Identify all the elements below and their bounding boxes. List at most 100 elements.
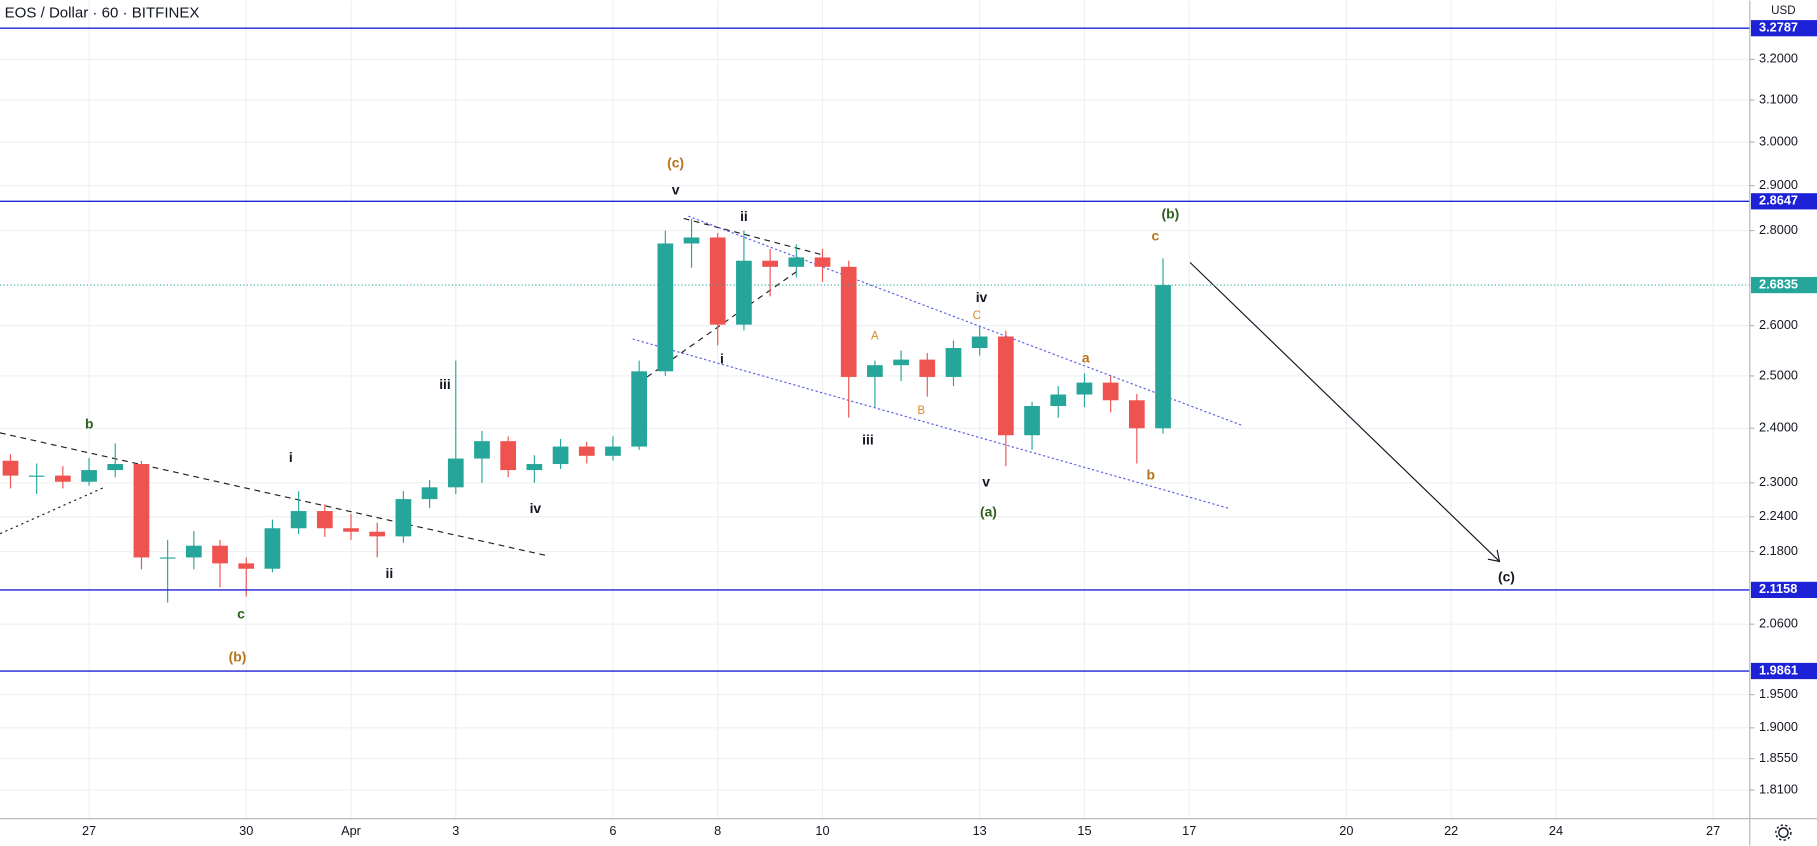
candle-body [474,441,490,459]
candle-body [159,557,176,559]
candle-body [1155,285,1171,429]
candle-body [657,243,674,372]
wave-label: c [1151,228,1159,244]
x-tick-label: 8 [714,823,721,838]
candle-body [369,531,386,537]
candle-body [55,475,71,482]
arrow-head [1487,549,1501,563]
level-label-bg [1750,20,1817,37]
x-tick-label: 27 [1706,823,1720,838]
candle-body [2,460,19,476]
x-tick-label: 3 [452,823,459,838]
x-tick-label: 17 [1182,823,1196,838]
settings-gear-teeth[interactable] [1775,824,1792,841]
candle-body [605,446,621,456]
candle-body [578,446,595,456]
wave-label: ii [385,565,393,581]
wave-label: i [289,449,293,465]
candle-body [683,237,700,244]
y-tick-label: 2.3000 [1759,474,1798,489]
y-tick-label: 2.5000 [1759,367,1798,382]
candle-body [736,260,752,325]
wave-label: C [973,310,981,322]
candle-body [107,464,124,471]
last-price-bg [1750,276,1817,294]
y-tick-label: 1.9000 [1759,719,1798,734]
y-tick-label: 3.1000 [1759,91,1798,106]
candle-body [1050,394,1067,407]
level-label: 2.8647 [1759,193,1798,208]
candle-body [971,336,988,349]
candle-body [81,470,97,482]
level-label: 1.9861 [1759,662,1798,677]
settings-gear[interactable] [1778,827,1789,838]
candle-body [290,511,307,529]
wave-label: (c) [667,155,684,171]
candle-body [998,336,1014,436]
symbol-title: EOS / Dollar · 60 · BITFINEX [5,4,200,21]
candle-body [1102,382,1119,401]
y-tick-label: 2.1800 [1759,543,1798,558]
wave-label: c [237,605,245,621]
wave-label: (b) [1162,206,1180,222]
y-tick-label: 2.6000 [1759,317,1798,332]
wave-label: iv [530,500,542,516]
grid [0,0,1750,819]
trend-line [0,486,105,535]
y-tick-label: 2.8000 [1759,222,1798,237]
x-tick-label: 15 [1077,823,1091,838]
candle-body [264,528,281,569]
wave-label: iv [976,289,988,305]
settings-icon[interactable] [1775,824,1792,841]
x-tick-label: 6 [609,823,616,838]
y-tick-label: 2.9000 [1759,177,1798,192]
wave-label: B [917,405,925,417]
level-label: 2.1158 [1759,581,1797,596]
wave-label: iii [862,432,874,448]
wave-label: a [1082,349,1090,365]
y-tick-label: 2.4000 [1759,420,1798,435]
candle-body [343,528,359,532]
candle-body [788,257,805,267]
candle-body [212,545,228,564]
candle-body [552,446,569,465]
currency-label: USD [1771,5,1795,17]
wave-label: (b) [229,648,247,664]
x-tick-label: 27 [82,823,96,838]
y-tick-label: 2.0600 [1759,616,1798,631]
candle-body [919,359,936,377]
candle-body [867,365,883,377]
candle-body [893,359,909,366]
wave-label: b [1146,466,1155,482]
level-label-bg [1750,662,1817,680]
last-price-label: 2.6835 [1759,276,1798,291]
candles [2,218,1171,603]
candle-body [526,464,543,471]
candle-body [1128,400,1145,429]
wave-label: (a) [980,503,997,519]
candle-body [185,545,202,558]
y-tick-label: 1.8550 [1759,750,1798,765]
candle-body [316,511,333,529]
candle-body [762,260,778,267]
x-tick-label: 24 [1549,823,1563,838]
level-label-bg [1750,581,1817,599]
y-tick-label: 1.9500 [1759,686,1798,701]
candle-body [1076,382,1093,395]
y-tick-label: 3.0000 [1759,133,1798,148]
wave-label: v [672,181,680,197]
trend-line [683,217,826,257]
annotations: (c)vii (b)civCABiiiiv(a)abiiiiiviibc(b)(c… [85,155,1515,665]
candle-body [814,257,831,267]
x-tick-label: 22 [1444,823,1458,838]
candle-body [945,348,962,377]
candle-body [631,371,648,447]
wave-label: i [720,351,724,367]
x-tick-label: 30 [239,823,253,838]
candle-body [447,458,464,488]
wave-label: ii [740,208,748,224]
x-tick-label: 20 [1339,823,1353,838]
candle-body [840,266,857,377]
candle-body [1024,406,1040,436]
